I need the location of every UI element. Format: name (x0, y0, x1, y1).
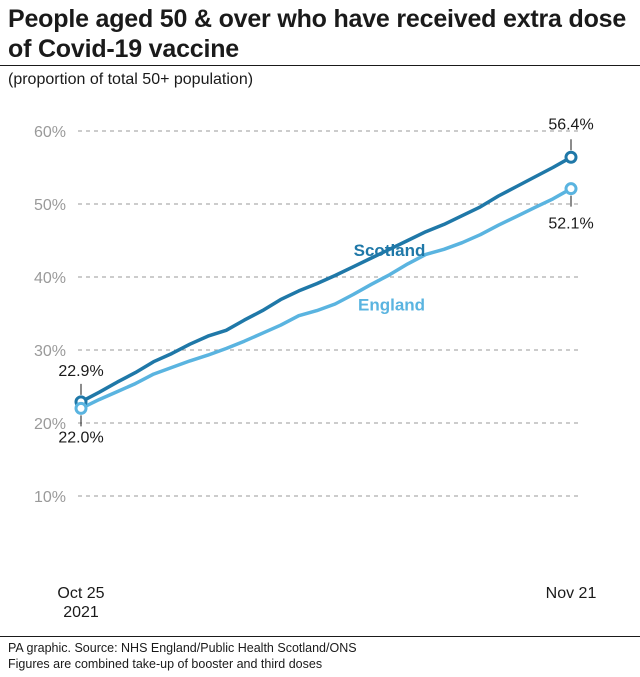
footer-source: PA graphic. Source: NHS England/Public H… (8, 641, 357, 655)
y-tick-label-50: 50% (34, 197, 66, 214)
england-end-marker (564, 182, 578, 196)
england-start-marker (74, 401, 88, 415)
england-series-line (79, 186, 573, 411)
y-tick-label-10: 10% (34, 489, 66, 506)
scotland-start-label: 22.9% (58, 363, 103, 380)
chart-subtitle: (proportion of total 50+ population) (8, 71, 254, 88)
y-tick-label-40: 40% (34, 270, 66, 287)
england-end-label: 52.1% (548, 216, 593, 233)
footer-note: Figures are combined take-up of booster … (8, 657, 323, 671)
scotland-series-line (79, 155, 573, 404)
x-tick-label-1: Nov 21 (546, 585, 597, 602)
chart-title: People aged 50 & over who have received … (8, 5, 627, 63)
scotland-end-label: 56.4% (548, 116, 593, 133)
england-start-label: 22.0% (58, 429, 103, 446)
y-tick-label-30: 30% (34, 343, 66, 360)
x-tick-sublabel-0: 2021 (63, 604, 99, 621)
title-divider (0, 65, 640, 66)
y-tick-label-20: 20% (34, 416, 66, 433)
scotland-end-marker (564, 150, 578, 164)
footer-divider (0, 636, 640, 637)
england-series-label: England (358, 296, 425, 315)
scotland-series-label: Scotland (354, 241, 426, 260)
y-tick-label-60: 60% (34, 124, 66, 141)
footer: PA graphic. Source: NHS England/Public H… (8, 640, 357, 672)
x-tick-label-0: Oct 25 (57, 585, 104, 602)
